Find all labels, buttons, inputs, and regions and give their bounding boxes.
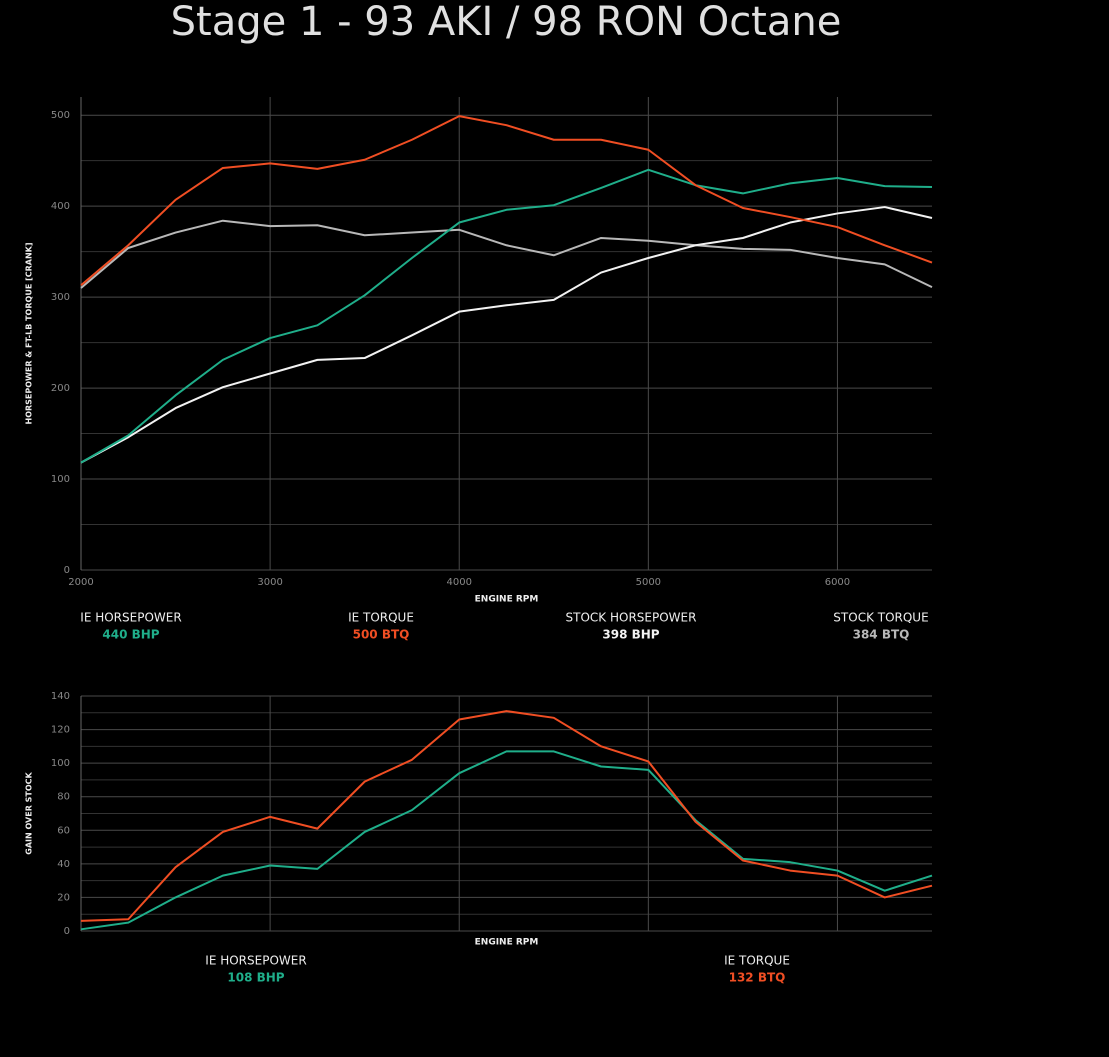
y-tick-label: 20 [57, 892, 70, 903]
y-tick-label: 0 [64, 926, 70, 937]
x-tick-label: 2000 [68, 577, 93, 588]
legend-name: IE HORSEPOWER [205, 954, 306, 968]
legend-peak: 132 BTQ [729, 971, 786, 985]
y-tick-label: 40 [57, 859, 70, 870]
y-axis-label: HORSEPOWER & FT-LB TORQUE [CRANK] [25, 243, 34, 425]
page-title: Stage 1 - 93 AKI / 98 RON Octane [171, 0, 842, 45]
y-tick-label: 0 [64, 565, 70, 576]
legend-name: STOCK HORSEPOWER [566, 611, 697, 625]
y-tick-label: 60 [57, 825, 70, 836]
series-line [80, 115, 933, 287]
legend-name: STOCK TORQUE [833, 611, 928, 625]
y-tick-label: 140 [51, 691, 70, 702]
y-tick-label: 80 [57, 792, 70, 803]
legend-peak: 384 BTQ [853, 628, 910, 642]
x-axis-label: ENGINE RPM [475, 938, 539, 948]
y-tick-label: 400 [51, 201, 70, 212]
y-tick-label: 120 [51, 725, 70, 736]
series-line [80, 168, 933, 464]
x-tick-label: 3000 [257, 577, 282, 588]
legend-peak: 108 BHP [227, 971, 284, 985]
y-tick-label: 300 [51, 292, 70, 303]
series-line [80, 750, 933, 931]
legend-name: IE TORQUE [724, 954, 790, 968]
legend-peak: 440 BHP [102, 628, 159, 642]
legend-name: IE TORQUE [348, 611, 414, 625]
x-axis-label: ENGINE RPM [475, 595, 539, 605]
x-tick-label: 5000 [636, 577, 661, 588]
y-axis-label: GAIN OVER STOCK [25, 771, 34, 854]
legend-peak: 398 BHP [602, 628, 659, 642]
legend-name: IE HORSEPOWER [80, 611, 181, 625]
series-line [80, 710, 933, 922]
x-tick-label: 4000 [446, 577, 471, 588]
y-tick-label: 200 [51, 383, 70, 394]
legend-peak: 500 BTQ [353, 628, 410, 642]
y-tick-label: 500 [51, 110, 70, 121]
x-tick-label: 6000 [825, 577, 850, 588]
y-tick-label: 100 [51, 474, 70, 485]
y-tick-label: 100 [51, 758, 70, 769]
series-line [80, 206, 933, 464]
series-line [80, 219, 933, 289]
